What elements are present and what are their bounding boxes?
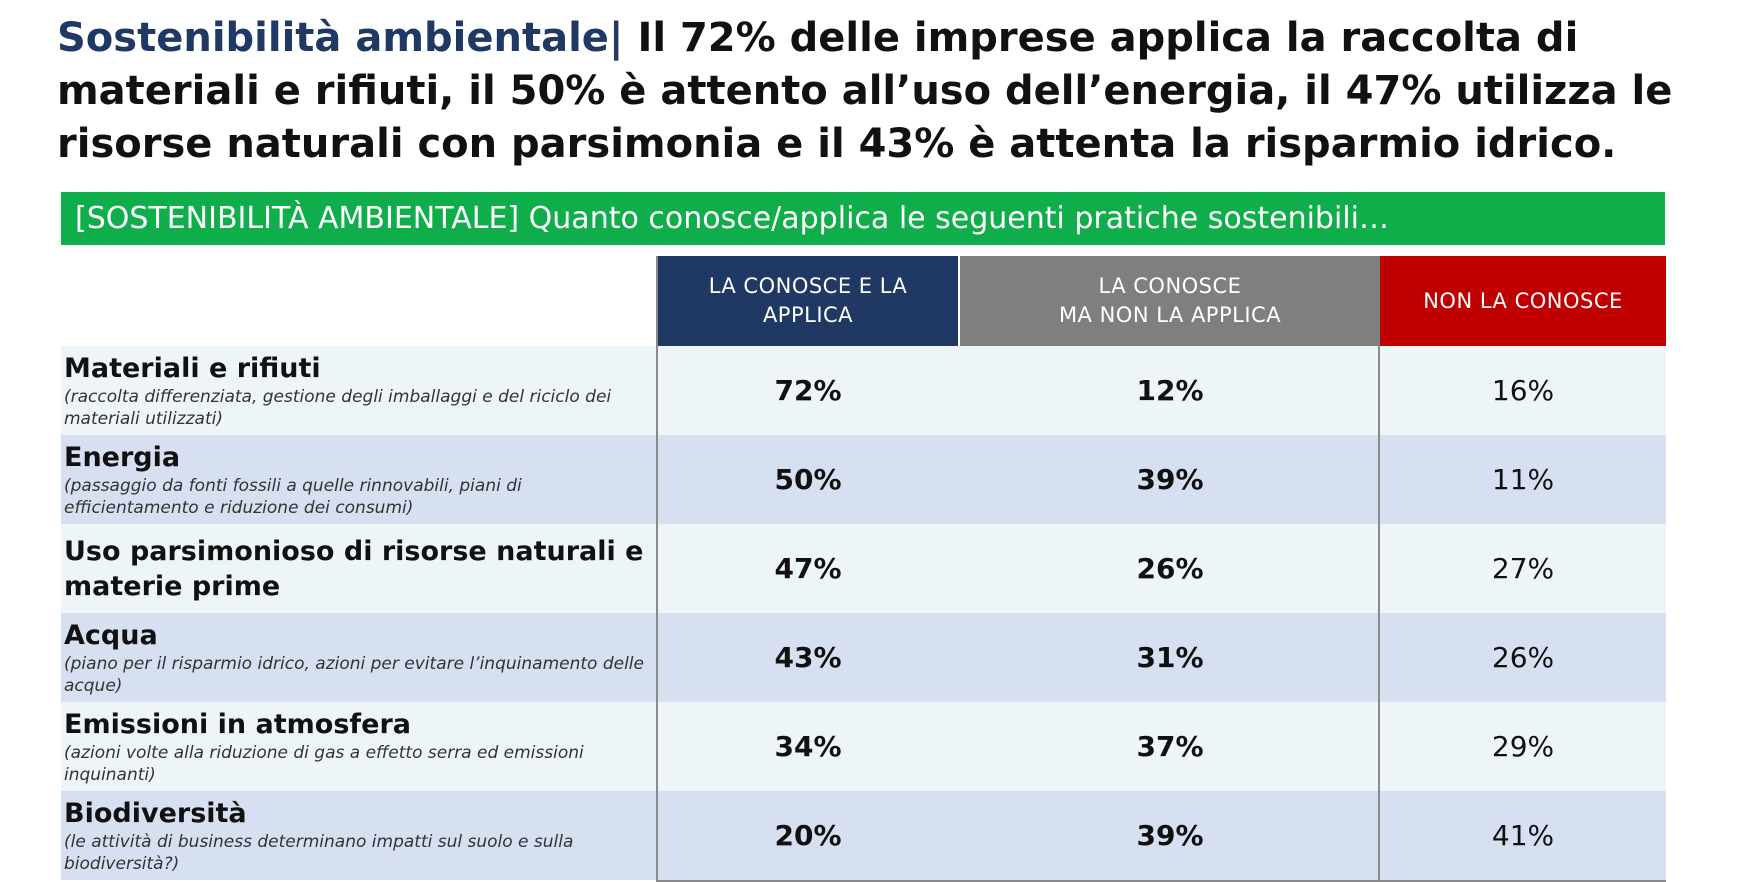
value-non-conosce: 29%	[1491, 730, 1555, 763]
table-row: Materiali e rifiuti (raccolta differenzi…	[61, 346, 1666, 435]
column-header-conosce-applica: LA CONOSCE E LA APPLICA	[658, 256, 958, 346]
row-title: Emissioni in atmosfera	[64, 708, 412, 740]
row-label: Acqua (piano per il risparmio idrico, az…	[61, 613, 656, 702]
value-conosce-applica: 50%	[774, 463, 842, 496]
value-conosce-applica: 47%	[774, 552, 842, 585]
column-divider	[656, 256, 658, 882]
row-description: (raccolta differenziata, gestione degli …	[64, 386, 612, 429]
value-conosce-non-applica: 26%	[1136, 552, 1204, 585]
row-description: (azioni volte alla riduzione di gas a ef…	[64, 742, 584, 785]
value-conosce-non-applica: 39%	[1136, 463, 1204, 496]
row-title: Materiali e rifiuti	[64, 352, 321, 384]
value-conosce-non-applica: 31%	[1136, 641, 1204, 674]
column-header-line: NON LA CONOSCE	[1423, 288, 1623, 313]
row-title: Acqua	[64, 619, 158, 651]
table-row: Acqua (piano per il risparmio idrico, az…	[61, 613, 1666, 702]
table-row: Uso parsimonioso di risorse naturali e m…	[61, 524, 1666, 613]
row-label: Biodiversità (le attività di business de…	[61, 791, 656, 880]
question-banner: [SOSTENIBILITÀ AMBIENTALE] Quanto conosc…	[61, 192, 1665, 245]
row-description: (piano per il risparmio idrico, azioni p…	[64, 653, 644, 696]
value-non-conosce: 16%	[1491, 374, 1555, 407]
value-conosce-non-applica: 39%	[1136, 819, 1204, 852]
column-header-line: LA CONOSCE E LA	[708, 274, 908, 298]
row-label: Materiali e rifiuti (raccolta differenzi…	[61, 346, 656, 435]
column-header-line: LA CONOSCE	[1098, 274, 1242, 298]
value-non-conosce: 27%	[1491, 552, 1555, 585]
column-divider	[1378, 346, 1380, 882]
value-non-conosce: 26%	[1491, 641, 1555, 674]
value-conosce-non-applica: 12%	[1136, 374, 1204, 407]
value-conosce-applica: 72%	[774, 374, 842, 407]
table-bottom-rule	[657, 880, 1666, 882]
row-title: Biodiversità	[64, 797, 247, 829]
column-header-line: APPLICA	[762, 303, 854, 327]
value-non-conosce: 41%	[1491, 819, 1555, 852]
table-row: Emissioni in atmosfera (azioni volte all…	[61, 702, 1666, 791]
row-title: Uso parsimonioso di risorse naturali e m…	[64, 535, 644, 602]
row-description: (le attività di business determinano imp…	[64, 831, 574, 874]
value-conosce-applica: 34%	[774, 730, 842, 763]
headline-lead: Sostenibilità ambientale|	[57, 15, 638, 61]
row-label: Emissioni in atmosfera (azioni volte all…	[61, 702, 656, 791]
table-row: Energia (passaggio da fonti fossili a qu…	[61, 435, 1666, 524]
row-title: Energia	[64, 441, 181, 473]
row-label: Uso parsimonioso di risorse naturali e m…	[61, 524, 656, 613]
column-header-line: MA NON LA APPLICA	[1058, 303, 1282, 327]
table-row: Biodiversità (le attività di business de…	[61, 791, 1666, 880]
headline-text: Il 72% delle imprese applica la raccolta…	[57, 15, 1673, 167]
value-conosce-non-applica: 37%	[1136, 730, 1204, 763]
row-description: (passaggio da fonti fossili a quelle rin…	[64, 475, 522, 518]
column-header-conosce-non-applica: LA CONOSCE MA NON LA APPLICA	[960, 256, 1380, 346]
value-non-conosce: 11%	[1491, 463, 1555, 496]
headline: Sostenibilità ambientale| Il 72% delle i…	[57, 12, 1697, 171]
value-conosce-applica: 43%	[774, 641, 842, 674]
column-header-non-conosce: NON LA CONOSCE	[1380, 256, 1666, 346]
row-label: Energia (passaggio da fonti fossili a qu…	[61, 435, 656, 524]
value-conosce-applica: 20%	[774, 819, 842, 852]
